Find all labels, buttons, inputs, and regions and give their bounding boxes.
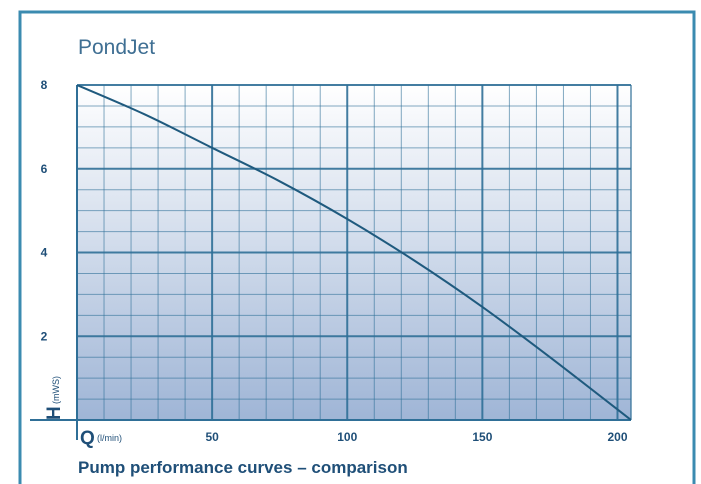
x-tick-label: 150 [472,430,492,444]
y-axis-symbol: H [44,406,65,420]
y-tick-label: 2 [41,329,48,343]
y-axis-unit: (mWS) [51,376,61,404]
series-group [77,85,631,420]
x-tick-label: 200 [607,430,627,444]
x-tick-label: 50 [205,430,219,444]
chart-caption: Pump performance curves – comparison [78,458,408,477]
tick-labels: 50 100 150 200 2 4 6 8 [41,78,628,444]
x-tick-label: 100 [337,430,357,444]
y-tick-label: 4 [41,246,48,260]
y-tick-label: 8 [41,78,48,92]
chart-title: PondJet [78,36,155,59]
series-line [77,85,631,420]
x-axis-symbol: Q [80,428,95,449]
x-axis-unit: (l/min) [97,433,122,443]
y-axis-label: H (mWS) [44,376,65,420]
y-tick-label: 6 [41,162,48,176]
chart-border [18,10,696,484]
grid [30,84,632,440]
